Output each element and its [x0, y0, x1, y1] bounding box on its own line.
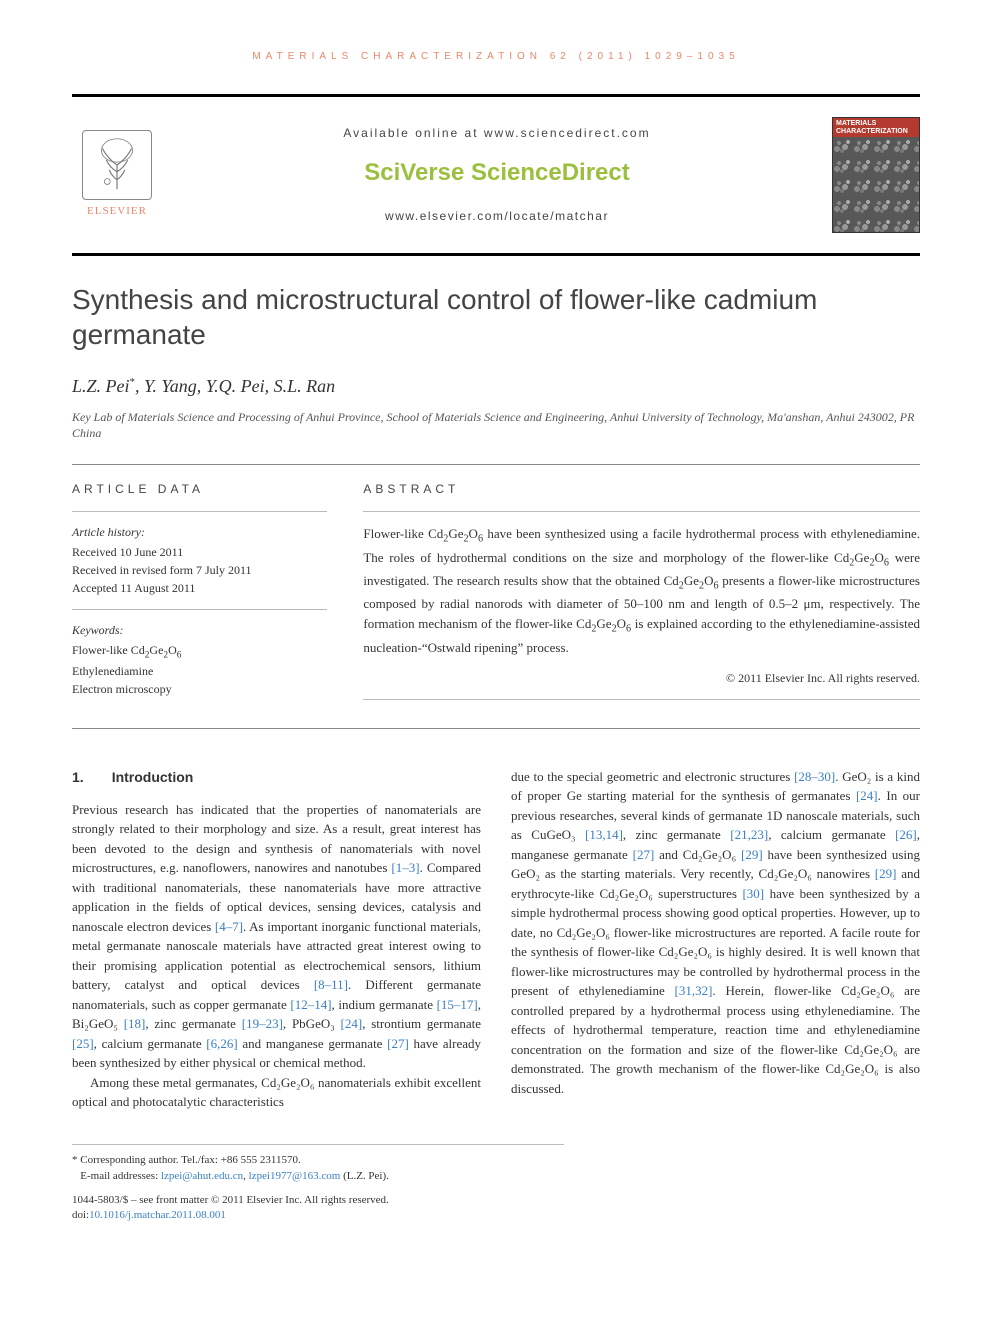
keywords-heading: Keywords:	[72, 622, 327, 639]
email-tail: (L.Z. Pei).	[343, 1170, 389, 1182]
affiliation: Key Lab of Materials Science and Process…	[72, 409, 920, 441]
history-received: Received 10 June 2011	[72, 543, 327, 561]
paragraph-2: Among these metal germanates, Cd₂Ge₂O₆ n…	[72, 1073, 481, 1112]
footnotes: * Corresponding author. Tel./fax: +86 55…	[72, 1144, 564, 1225]
masthead: ELSEVIER Available online at www.science…	[72, 94, 920, 256]
corresponding-author: * Corresponding author. Tel./fax: +86 55…	[72, 1153, 564, 1169]
email-label: E-mail addresses:	[80, 1170, 158, 1182]
sciverse-brand: SciVerse ScienceDirect	[178, 156, 816, 190]
elsevier-tree-icon	[82, 130, 152, 200]
cover-image-icon	[833, 137, 919, 232]
email-2[interactable]: lzpei1977@163.com	[249, 1170, 341, 1182]
history-accepted: Accepted 11 August 2011	[72, 579, 327, 597]
section-title: Introduction	[112, 767, 194, 788]
author-names: L.Z. Pei*, Y. Yang, Y.Q. Pei, S.L. Ran	[72, 376, 335, 396]
doi-label: doi:	[72, 1209, 89, 1221]
history-heading: Article history:	[72, 524, 327, 541]
right-column: due to the special geometric and electro…	[511, 767, 920, 1112]
doi-link[interactable]: 10.1016/j.matchar.2011.08.001	[89, 1209, 226, 1221]
email-1[interactable]: lzpei@ahut.edu.cn	[161, 1170, 243, 1182]
copyright-line: © 2011 Elsevier Inc. All rights reserved…	[363, 670, 920, 687]
article-title: Synthesis and microstructural control of…	[72, 282, 920, 352]
journal-cover-thumbnail: MATERIALS CHARACTERIZATION	[832, 117, 920, 233]
paragraph-3: due to the special geometric and electro…	[511, 767, 920, 1099]
author-list: L.Z. Pei*, Y. Yang, Y.Q. Pei, S.L. Ran	[72, 374, 920, 399]
section-number: 1.	[72, 767, 84, 788]
doi-line: doi:10.1016/j.matchar.2011.08.001	[72, 1208, 564, 1224]
section-1-heading: 1. Introduction	[72, 767, 481, 788]
abstract-column: ABSTRACT Flower-like Cd2Ge2O6 have been …	[343, 465, 920, 728]
abstract-heading: ABSTRACT	[363, 481, 920, 498]
history-revised: Received in revised form 7 July 2011	[72, 561, 327, 579]
running-head: MATERIALS CHARACTERIZATION 62 (2011) 102…	[72, 50, 920, 64]
article-meta-block: ARTICLE DATA Article history: Received 1…	[72, 464, 920, 729]
body-columns: 1. Introduction Previous research has in…	[72, 767, 920, 1112]
issn-line: 1044-5803/$ – see front matter © 2011 El…	[72, 1193, 564, 1209]
article-data-column: ARTICLE DATA Article history: Received 1…	[72, 465, 343, 728]
paragraph-1: Previous research has indicated that the…	[72, 800, 481, 1073]
left-column: 1. Introduction Previous research has in…	[72, 767, 481, 1112]
publisher-logo: ELSEVIER	[72, 130, 162, 219]
masthead-center: Available online at www.sciencedirect.co…	[178, 125, 816, 224]
cover-title: MATERIALS CHARACTERIZATION	[833, 118, 919, 137]
publisher-name: ELSEVIER	[87, 204, 147, 219]
abstract-text: Flower-like Cd2Ge2O6 have been synthesiz…	[363, 524, 920, 657]
keyword-2: Ethylenediamine	[72, 662, 327, 680]
journal-url[interactable]: www.elsevier.com/locate/matchar	[178, 208, 816, 225]
keyword-1: Flower-like Cd2Ge2O6	[72, 641, 327, 662]
available-online-text: Available online at www.sciencedirect.co…	[178, 125, 816, 142]
keyword-3: Electron microscopy	[72, 680, 327, 698]
email-line: E-mail addresses: lzpei@ahut.edu.cn, lzp…	[72, 1169, 564, 1185]
article-data-heading: ARTICLE DATA	[72, 481, 327, 498]
